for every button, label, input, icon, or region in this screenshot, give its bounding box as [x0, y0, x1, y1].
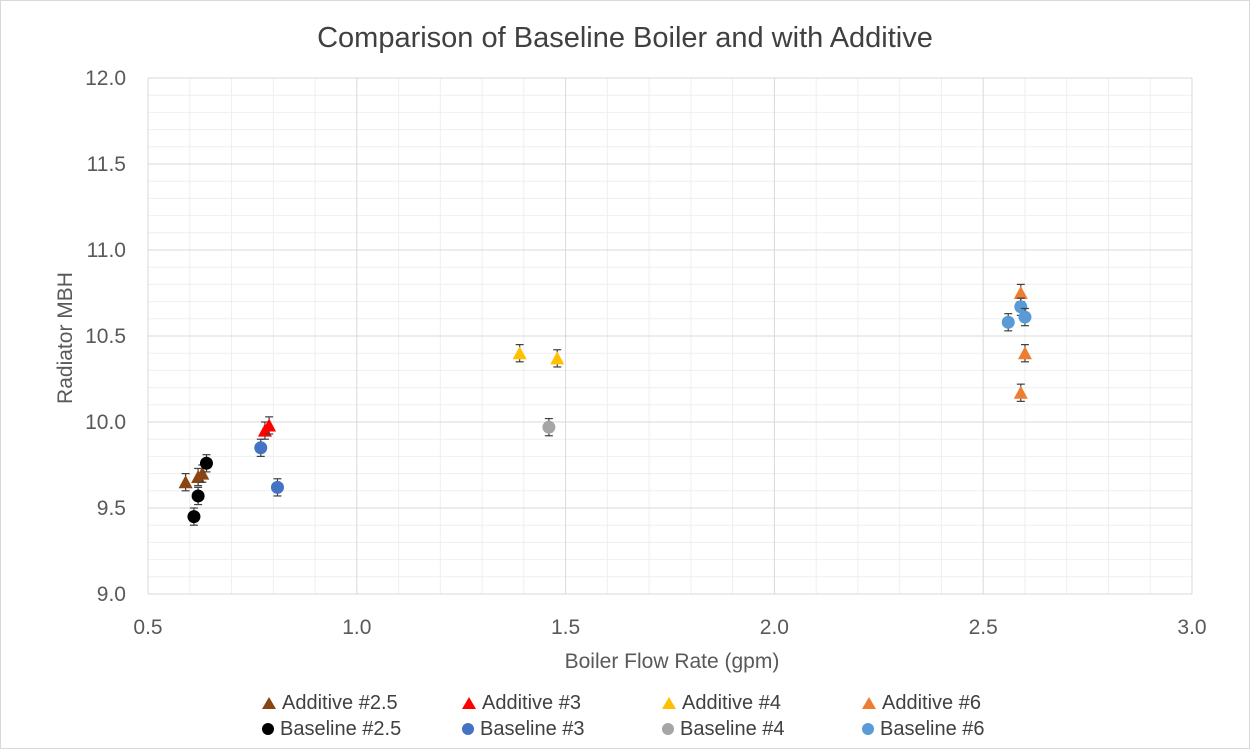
x-tick-label: 2.5	[969, 616, 998, 639]
y-tick-label: 9.5	[97, 497, 126, 520]
data-point-triangle	[195, 466, 210, 480]
legend-label: Additive #2.5	[282, 691, 398, 714]
data-series	[178, 283, 1032, 526]
x-tick-label: 0.5	[133, 616, 162, 639]
data-point-circle	[199, 456, 213, 470]
legend-label: Additive #4	[682, 691, 781, 714]
data-point-circle	[187, 510, 201, 524]
major-gridlines	[147, 77, 1193, 595]
x-tick-label: 1.0	[342, 616, 371, 639]
legend-triangle-icon	[862, 697, 876, 709]
series-additive-3	[257, 416, 277, 440]
legend-circle-icon	[662, 723, 674, 735]
data-point-triangle	[1013, 286, 1028, 299]
legend-item: Additive #2.5	[262, 692, 462, 715]
legend-label: Baseline #6	[880, 717, 985, 740]
legend-circle-icon	[262, 723, 274, 735]
y-tick-label: 9.0	[97, 583, 126, 606]
legend-item: Baseline #2.5	[262, 718, 462, 741]
series-baseline-4	[542, 417, 556, 437]
legend-item: Additive #3	[462, 692, 662, 715]
y-tick-labels: 9.0 9.5 10.0 10.5 11.0 11.5 12.0	[85, 67, 126, 606]
legend-label: Baseline #2.5	[280, 717, 402, 740]
legend-item: Baseline #6	[862, 718, 1062, 741]
data-point-triangle	[178, 475, 193, 489]
series-additive-4	[512, 344, 565, 368]
data-point-circle	[1018, 310, 1032, 324]
legend-label: Baseline #3	[480, 717, 585, 740]
legend-triangle-icon	[662, 697, 676, 709]
data-point-circle	[254, 441, 268, 455]
data-point-circle	[1014, 300, 1028, 314]
y-tick-label: 10.0	[85, 411, 126, 434]
y-tick-label: 10.5	[85, 325, 126, 348]
legend-circle-icon	[862, 723, 874, 735]
data-point-triangle	[1013, 385, 1028, 399]
legend: Additive #2.5 Additive #3 Additive #4 Addit…	[262, 690, 1062, 742]
data-point-circle	[270, 480, 284, 494]
legend-label: Additive #3	[482, 691, 581, 714]
legend-label: Additive #6	[882, 691, 981, 714]
series-baseline-3	[254, 438, 284, 497]
series-baseline-2-5	[187, 454, 213, 526]
x-tick-label: 3.0	[1177, 616, 1206, 639]
legend-item: Additive #6	[862, 692, 1062, 715]
data-point-circle	[542, 420, 556, 434]
data-point-triangle	[262, 418, 277, 432]
data-point-triangle	[550, 351, 565, 365]
chart-title: Comparison of Baseline Boiler and with A…	[317, 22, 933, 54]
legend-triangle-icon	[462, 697, 476, 709]
x-tick-labels: 0.5 1.0 1.5 2.0 2.5 3.0	[133, 616, 1206, 639]
legend-label: Baseline #4	[680, 717, 785, 740]
x-tick-label: 1.5	[551, 616, 580, 639]
data-point-circle	[191, 489, 205, 503]
series-baseline-6	[1001, 297, 1032, 332]
legend-row-baseline: Baseline #2.5 Baseline #3 Baseline #4 Basel…	[262, 716, 1062, 742]
y-tick-label: 12.0	[85, 67, 126, 90]
legend-triangle-icon	[262, 697, 276, 709]
y-tick-label: 11.5	[87, 153, 126, 176]
y-axis-label: Radiator MBH	[54, 272, 77, 404]
legend-item: Baseline #4	[662, 718, 862, 741]
legend-row-additive: Additive #2.5 Additive #3 Additive #4 Addit…	[262, 690, 1062, 716]
legend-circle-icon	[462, 723, 474, 735]
data-point-circle	[1001, 315, 1015, 329]
data-point-triangle	[1017, 346, 1032, 360]
x-axis-label: Boiler Flow Rate (gpm)	[565, 650, 780, 673]
x-tick-label: 2.0	[760, 616, 789, 639]
legend-item: Baseline #3	[462, 718, 662, 741]
y-tick-label: 11.0	[87, 239, 126, 262]
data-point-triangle	[512, 346, 527, 360]
legend-item: Additive #4	[662, 692, 862, 715]
